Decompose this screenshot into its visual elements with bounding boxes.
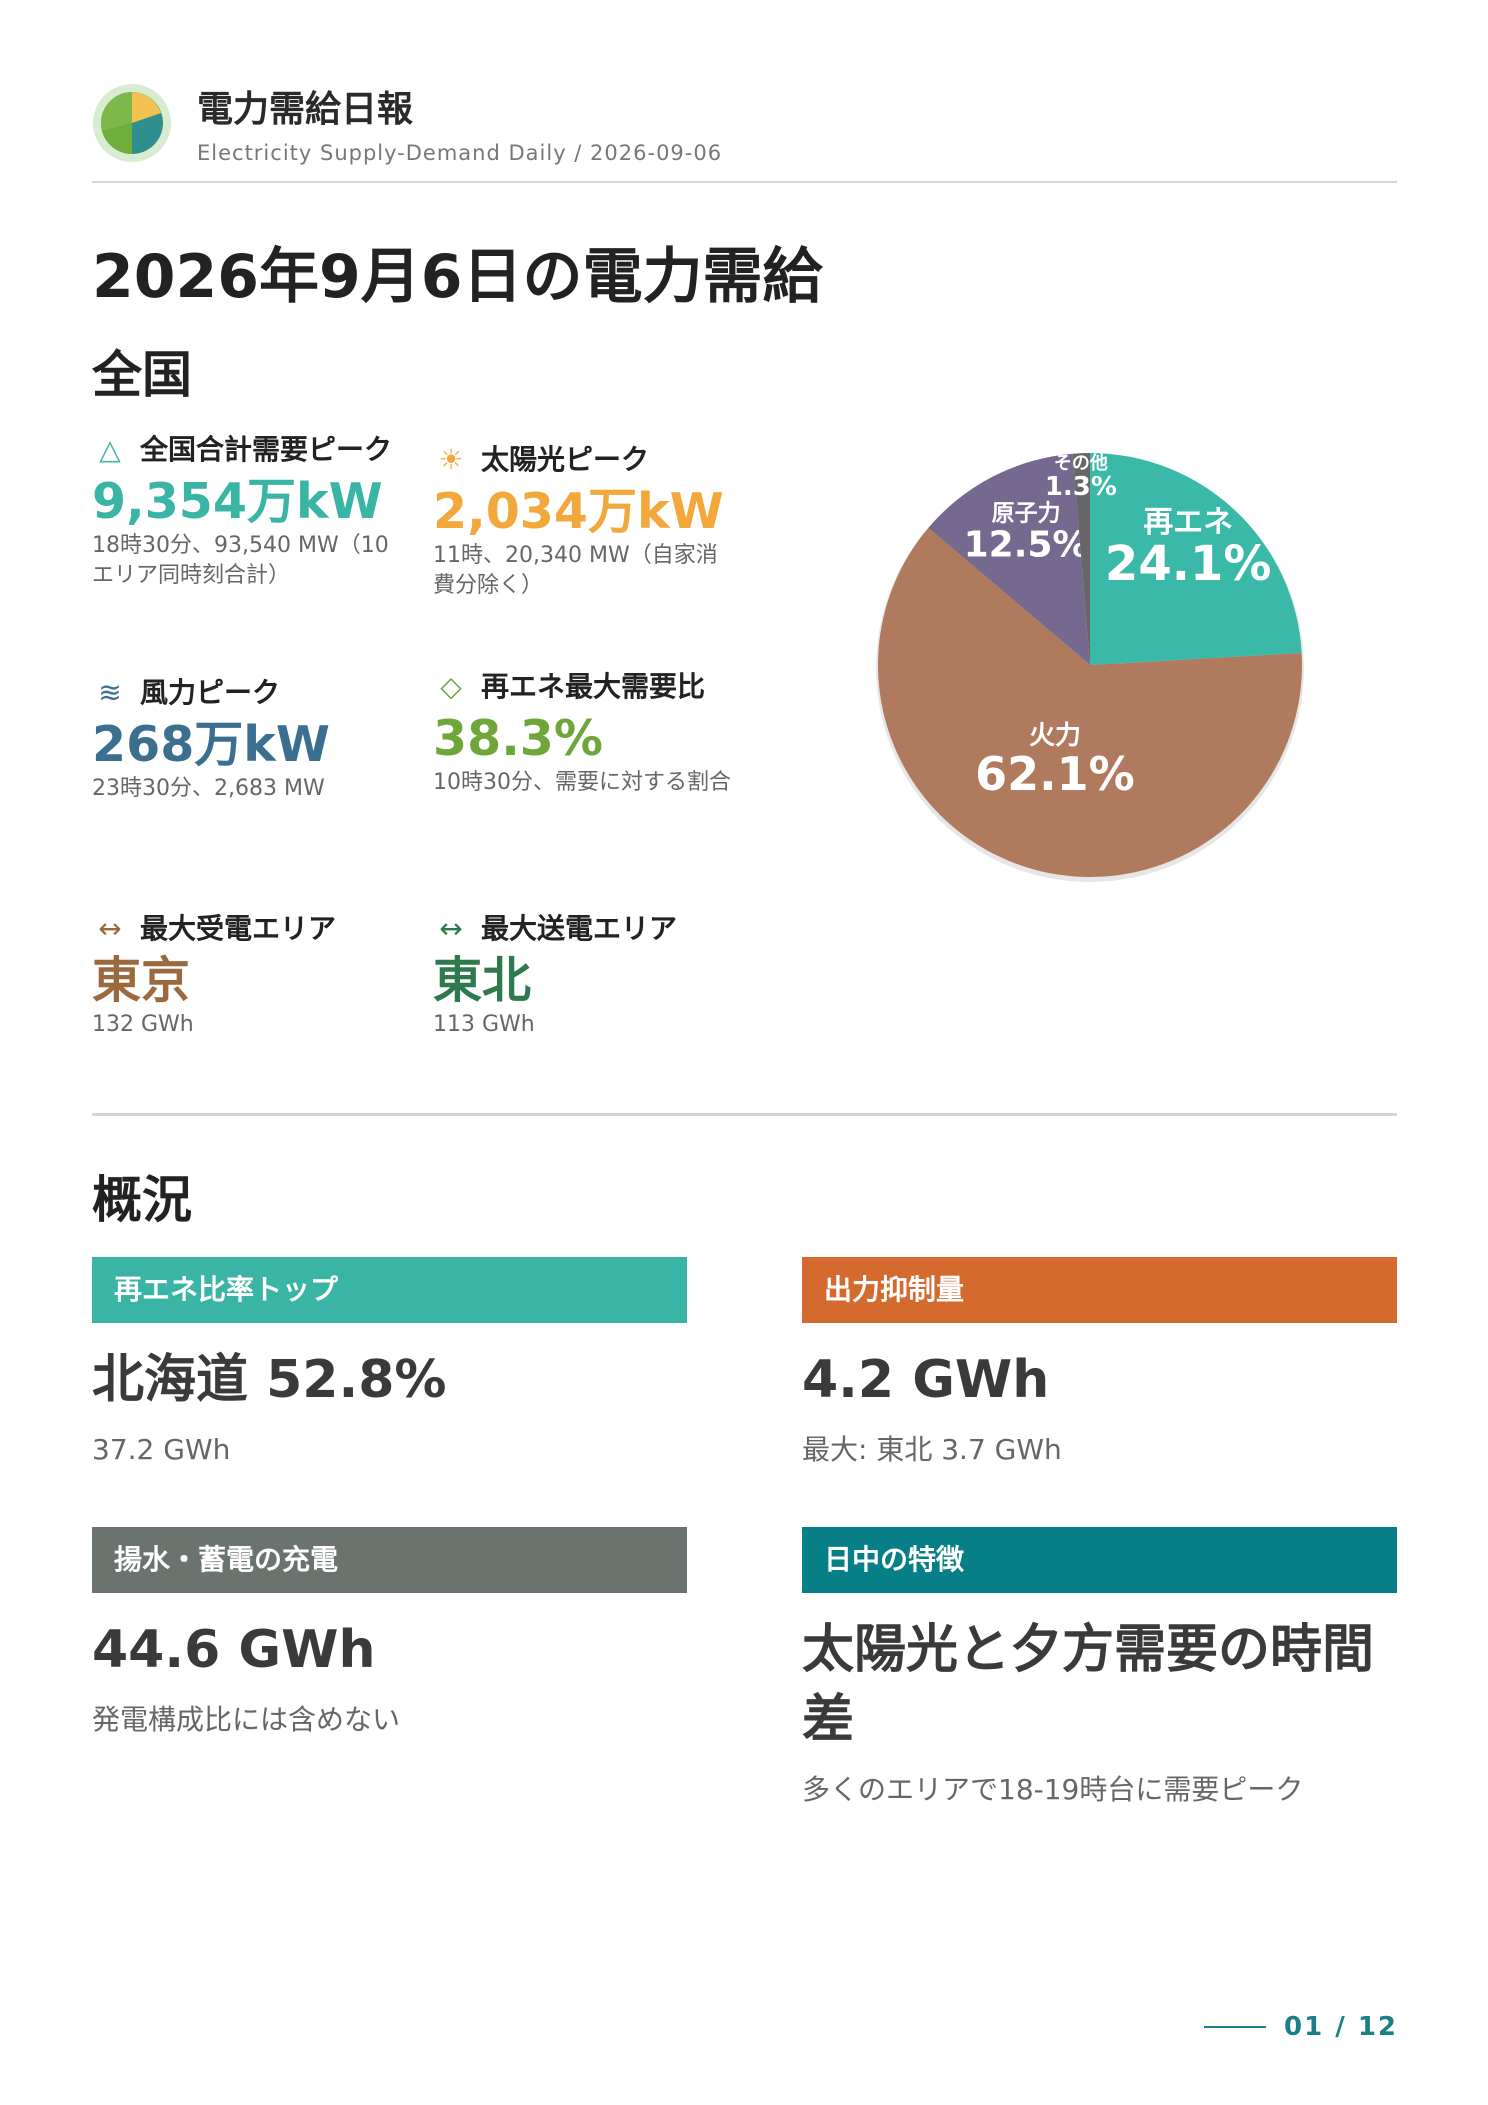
stat-value: 9,354万kW: [92, 473, 383, 530]
stat-note: 113 GWh: [433, 1012, 535, 1037]
stat-label: 最大送電エリア: [481, 912, 678, 945]
card-renewable-top: 再エネ比率トップ 北海道 52.8% 37.2 GWh: [92, 1257, 687, 1469]
pie-slice: [1090, 453, 1302, 665]
card-note: 多くのエリアで18-19時台に需要ピーク: [802, 1773, 1304, 1806]
stat-value: 東京: [92, 952, 191, 1009]
pager-text: 01 / 12: [1284, 2012, 1398, 2042]
page-title: 2026年9月6日の電力需給: [92, 242, 823, 312]
stat-value: 38.3%: [433, 710, 603, 767]
section-heading-overview: 概況: [92, 1171, 192, 1229]
stat-note: 10時30分、需要に対する割合: [433, 770, 731, 795]
pie-slice-label: 火力: [1029, 721, 1081, 751]
app-subtitle: Electricity Supply-Demand Daily / 2026-0…: [197, 141, 723, 165]
page-indicator: 01 / 12: [1204, 2012, 1398, 2042]
section-heading-national: 全国: [92, 346, 192, 404]
card-pumped-storage: 揚水・蓄電の充電 44.6 GWh 発電構成比には含めない: [92, 1527, 687, 1739]
stat-value: 東北: [433, 952, 532, 1009]
stat-label: 最大受電エリア: [140, 912, 337, 945]
pager-line: [1204, 2026, 1267, 2028]
header-divider: [92, 181, 1397, 183]
card-note: 最大: 東北 3.7 GWh: [802, 1433, 1062, 1466]
pie-slice-value: 1.3%: [1045, 472, 1117, 502]
sun-icon: ☀: [438, 443, 464, 476]
wind-icon: ≋: [98, 676, 122, 709]
stat-value: 2,034万kW: [433, 483, 724, 540]
card-value: 北海道 52.8%: [92, 1350, 447, 1410]
card-label: 揚水・蓄電の充電: [92, 1527, 687, 1593]
arrows-icon: ↔: [98, 912, 122, 945]
diamond-icon: ◇: [440, 670, 462, 703]
stat-max-sending-area: ↔ 最大送電エリア 東北 113 GWh: [433, 912, 733, 1040]
app-title: 電力需給日報: [197, 89, 414, 130]
pie-slice-label: 再エネ: [1143, 505, 1233, 540]
stat-label: 太陽光ピーク: [481, 443, 650, 476]
pie-slice: [878, 527, 1302, 877]
pie-slice-value: 24.1%: [1105, 536, 1272, 592]
pie-slice-value: 62.1%: [975, 747, 1135, 801]
section-divider: [92, 1113, 1397, 1116]
card-label: 再エネ比率トップ: [92, 1257, 687, 1323]
stat-value: 268万kW: [92, 716, 330, 773]
stat-note: 18時30分、93,540 MW（10エリア同時刻合計）: [92, 533, 389, 588]
stat-note: 132 GWh: [92, 1012, 194, 1037]
stat-wind-peak: ≋ 風力ピーク 268万kW 23時30分、2,683 MW: [92, 676, 392, 804]
stat-label: 風力ピーク: [140, 676, 281, 709]
stat-solar-peak: ☀ 太陽光ピーク 2,034万kW 11時、20,340 MW（自家消費分除く）: [433, 443, 733, 601]
card-label: 出力抑制量: [802, 1257, 1397, 1323]
stat-max-receiving-area: ↔ 最大受電エリア 東京 132 GWh: [92, 912, 392, 1040]
card-value: 4.2 GWh: [802, 1350, 1050, 1410]
card-note: 発電構成比には含めない: [92, 1703, 401, 1736]
pie-slice: [1072, 453, 1090, 665]
card-curtailment: 出力抑制量 4.2 GWh 最大: 東北 3.7 GWh: [802, 1257, 1397, 1469]
app-logo: [93, 84, 171, 162]
card-daytime-feature: 日中の特徴 太陽光と夕方需要の時間差 多くのエリアで18-19時台に需要ピーク: [802, 1527, 1397, 1809]
stat-label: 再エネ最大需要比: [481, 670, 706, 703]
stat-renewable-demand-ratio: ◇ 再エネ最大需要比 38.3% 10時30分、需要に対する割合: [433, 670, 733, 798]
arrows-icon: ↔: [439, 912, 463, 945]
pie-slice-label: 原子力: [992, 501, 1061, 527]
triangle-icon: △: [99, 433, 121, 466]
card-label: 日中の特徴: [802, 1527, 1397, 1593]
card-value: 44.6 GWh: [92, 1620, 376, 1680]
pie-slice: [928, 453, 1090, 665]
card-value: 太陽光と夕方需要の時間差: [802, 1620, 1375, 1750]
card-note: 37.2 GWh: [92, 1433, 231, 1466]
pie-slice-value: 12.5%: [964, 525, 1089, 566]
stat-note: 11時、20,340 MW（自家消費分除く）: [433, 543, 718, 598]
stat-note: 23時30分、2,683 MW: [92, 776, 325, 801]
stat-national-demand-peak: △ 全国合計需要ピーク 9,354万kW 18時30分、93,540 MW（10…: [92, 433, 392, 591]
pie-slice-label: その他: [1054, 452, 1108, 474]
stat-label: 全国合計需要ピーク: [140, 433, 393, 466]
